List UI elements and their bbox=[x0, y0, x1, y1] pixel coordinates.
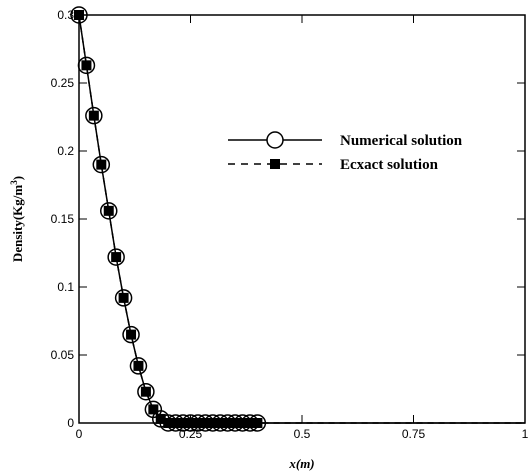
y-tick-label: 0.3 bbox=[57, 8, 74, 22]
numerical-point bbox=[211, 414, 229, 432]
numerical-point bbox=[181, 414, 200, 432]
legend-label-exact: Ecxact solution bbox=[340, 157, 439, 173]
x-tick-label: 0.25 bbox=[179, 427, 203, 441]
numerical-point bbox=[233, 414, 252, 432]
numerical-point bbox=[99, 202, 118, 220]
numerical-point bbox=[129, 357, 148, 375]
numerical-point bbox=[107, 248, 125, 266]
numerical-point bbox=[114, 289, 133, 307]
numerical-point bbox=[241, 414, 259, 432]
numerical-point bbox=[122, 325, 140, 344]
numerical-point bbox=[92, 155, 111, 174]
exact-point bbox=[88, 110, 99, 121]
legend-marker-numerical bbox=[266, 131, 284, 149]
x-tick-label: 0 bbox=[76, 427, 83, 441]
numerical-point bbox=[196, 414, 215, 432]
numerical-point bbox=[226, 414, 244, 432]
numerical-point bbox=[70, 6, 88, 24]
exact-point bbox=[133, 360, 144, 371]
numerical-point bbox=[159, 414, 177, 432]
y-axis-title-main: Density(Kg/m bbox=[10, 185, 25, 262]
y-axis-title: Density(Kg/m3) bbox=[9, 176, 25, 262]
y-axis-title-superscript: 3 bbox=[9, 180, 19, 185]
y-tick-label: 0.1 bbox=[57, 280, 74, 294]
legend: Numerical solution Ecxact solution bbox=[228, 131, 463, 173]
numerical-point bbox=[189, 414, 207, 432]
legend-label-numerical: Numerical solution bbox=[340, 133, 463, 149]
numerical-point bbox=[77, 56, 96, 75]
exact-point bbox=[126, 329, 137, 340]
y-tick-label: 0.05 bbox=[51, 348, 75, 362]
exact-point bbox=[81, 60, 92, 71]
numerical-point bbox=[174, 414, 192, 432]
x-axis-title: x(m) bbox=[288, 456, 314, 471]
exact-point bbox=[118, 292, 129, 303]
x-tick-label: 0.5 bbox=[294, 427, 311, 441]
y-tick-label: 0.2 bbox=[57, 144, 74, 158]
x-tick-label: 0.75 bbox=[402, 427, 426, 441]
numerical-point bbox=[137, 382, 155, 401]
y-tick-label: 0.15 bbox=[51, 212, 75, 226]
exact-point bbox=[111, 252, 122, 263]
axis-ticks: 0 0.25 0.5 0.75 1 0 0.05 0.1 0.15 0.2 0.25 0.3 bbox=[51, 8, 529, 441]
exact-point bbox=[140, 386, 151, 397]
numerical-point bbox=[85, 106, 103, 125]
numerical-point bbox=[166, 414, 185, 432]
y-tick-label: 0.25 bbox=[51, 76, 75, 90]
legend-marker-exact bbox=[270, 159, 280, 169]
exact-point bbox=[96, 159, 107, 170]
numerical-point bbox=[204, 414, 222, 432]
numerical-point bbox=[218, 414, 237, 432]
numerical-point bbox=[248, 414, 267, 432]
series-markers bbox=[70, 6, 267, 432]
y-tick-label: 0 bbox=[67, 416, 74, 430]
exact-point bbox=[148, 404, 159, 415]
exact-point bbox=[103, 205, 114, 216]
y-axis-title-close: ) bbox=[10, 176, 25, 180]
x-tick-label: 1 bbox=[522, 427, 529, 441]
exact-point bbox=[74, 10, 84, 20]
